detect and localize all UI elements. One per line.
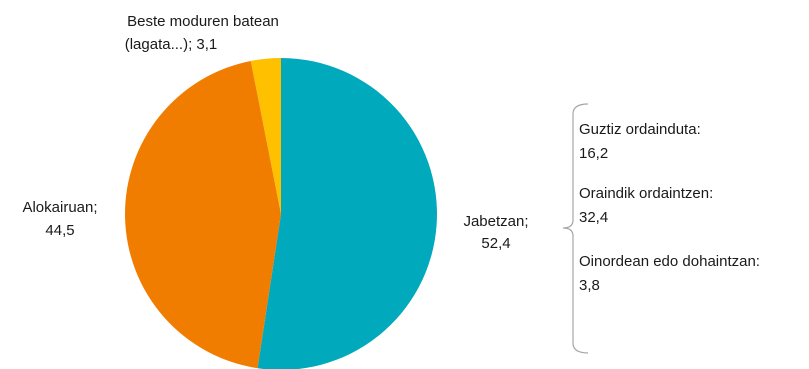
- label-jabetzan-name: Jabetzan;: [463, 213, 528, 230]
- label-beste-line1: Beste moduren batean: [127, 13, 279, 30]
- breakdown-list: Guztiz ordainduta: 16,2 Oraindik ordaint…: [579, 121, 760, 294]
- breakdown-bracket: [562, 103, 589, 354]
- breakdown-item-value: 16,2: [579, 145, 608, 162]
- breakdown-item-name: Oinordean edo dohaintzan:: [579, 253, 760, 270]
- label-alokairuan-value: 44,5: [45, 222, 74, 239]
- pie-slice-2: [250, 58, 281, 214]
- breakdown-item-name: Guztiz ordainduta:: [579, 121, 701, 138]
- pie-slice-0: [257, 58, 437, 369]
- label-beste-line2: (lagata...); 3,1: [125, 36, 218, 53]
- label-jabetzan-value: 52,4: [481, 235, 510, 252]
- pie-slice-1: [124, 60, 282, 369]
- label-alokairuan-name: Alokairuan;: [22, 199, 97, 216]
- breakdown-item-value: 32,4: [579, 209, 608, 226]
- breakdown-item-value: 3,8: [579, 277, 600, 294]
- breakdown-item-name: Oraindik ordaintzen:: [579, 185, 713, 202]
- pie-slices: [124, 58, 437, 369]
